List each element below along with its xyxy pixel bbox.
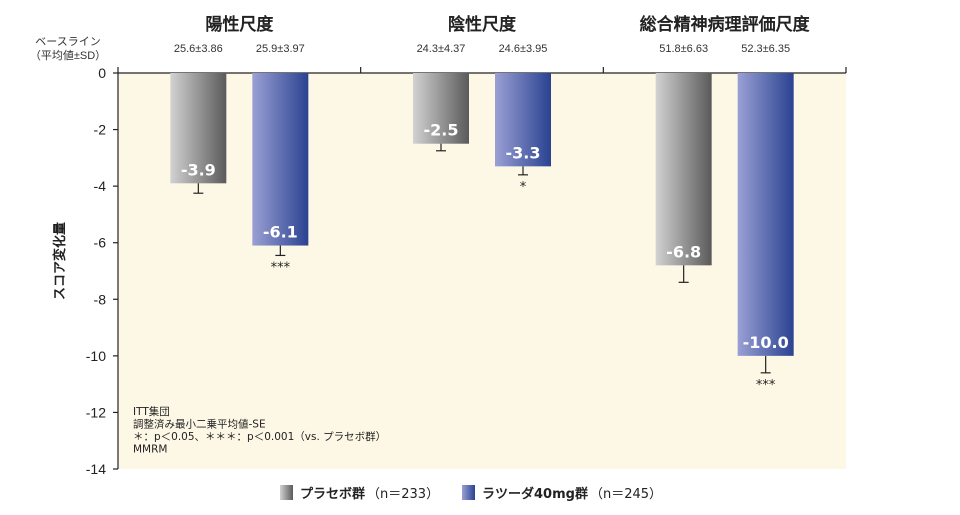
y-tick-label: -10: [86, 348, 106, 364]
legend-swatch: [462, 485, 475, 500]
y-tick-label: -2: [94, 122, 107, 138]
footnote: ITT集団: [133, 405, 170, 418]
baseline-label: ベースライン: [35, 36, 100, 48]
baseline-value: 51.8±6.63: [659, 43, 708, 55]
bar: [413, 73, 469, 144]
bar: [655, 73, 712, 266]
y-tick-label: -6: [94, 235, 107, 251]
bar: [495, 73, 551, 167]
baseline-label-sub: （平均値±SD）: [30, 49, 106, 62]
data-label: -3.3: [506, 143, 541, 162]
baseline-value: 24.6±3.95: [499, 43, 548, 55]
data-label: -2.5: [424, 121, 459, 140]
plot-background: [118, 73, 846, 469]
group-title: 総合精神病理評価尺度: [640, 14, 811, 35]
group-title: 陽性尺度: [205, 14, 274, 35]
data-label: -6.1: [263, 223, 298, 242]
data-label: -6.8: [666, 242, 701, 261]
data-label: -10.0: [743, 333, 789, 352]
bar: [170, 73, 227, 184]
bar: [737, 73, 794, 356]
legend-n-label: （n＝245）: [590, 487, 662, 502]
y-axis-label: スコア変化量: [52, 222, 68, 300]
legend-n-label: （n＝233）: [367, 487, 439, 502]
bar: [252, 73, 309, 246]
significance-mark: ***: [756, 378, 776, 393]
group-title: 陰性尺度: [448, 14, 517, 35]
significance-mark: ***: [271, 260, 291, 275]
y-tick-label: 0: [98, 65, 106, 81]
data-label: -3.9: [181, 160, 216, 179]
baseline-value: 25.9±3.97: [256, 43, 305, 55]
legend-label: ラツーダ40mg群: [482, 486, 588, 502]
legend-label: プラセボ群: [300, 486, 365, 502]
y-tick-label: -8: [94, 291, 107, 307]
baseline-value: 24.3±4.37: [417, 43, 466, 55]
baseline-value: 25.6±3.86: [174, 43, 223, 55]
footnote: ＊：p＜0.05、＊＊＊：p＜0.001（vs. プラセボ群）: [133, 430, 386, 443]
footnote: 調整済み最小二乗平均値-SE: [133, 418, 266, 431]
y-tick-label: -14: [86, 461, 106, 477]
significance-mark: *: [520, 180, 527, 195]
legend-swatch: [280, 485, 293, 500]
y-tick-label: -4: [94, 178, 107, 194]
y-tick-label: -12: [86, 404, 106, 420]
footnote: MMRM: [133, 444, 167, 456]
baseline-value: 52.3±6.35: [741, 43, 790, 55]
